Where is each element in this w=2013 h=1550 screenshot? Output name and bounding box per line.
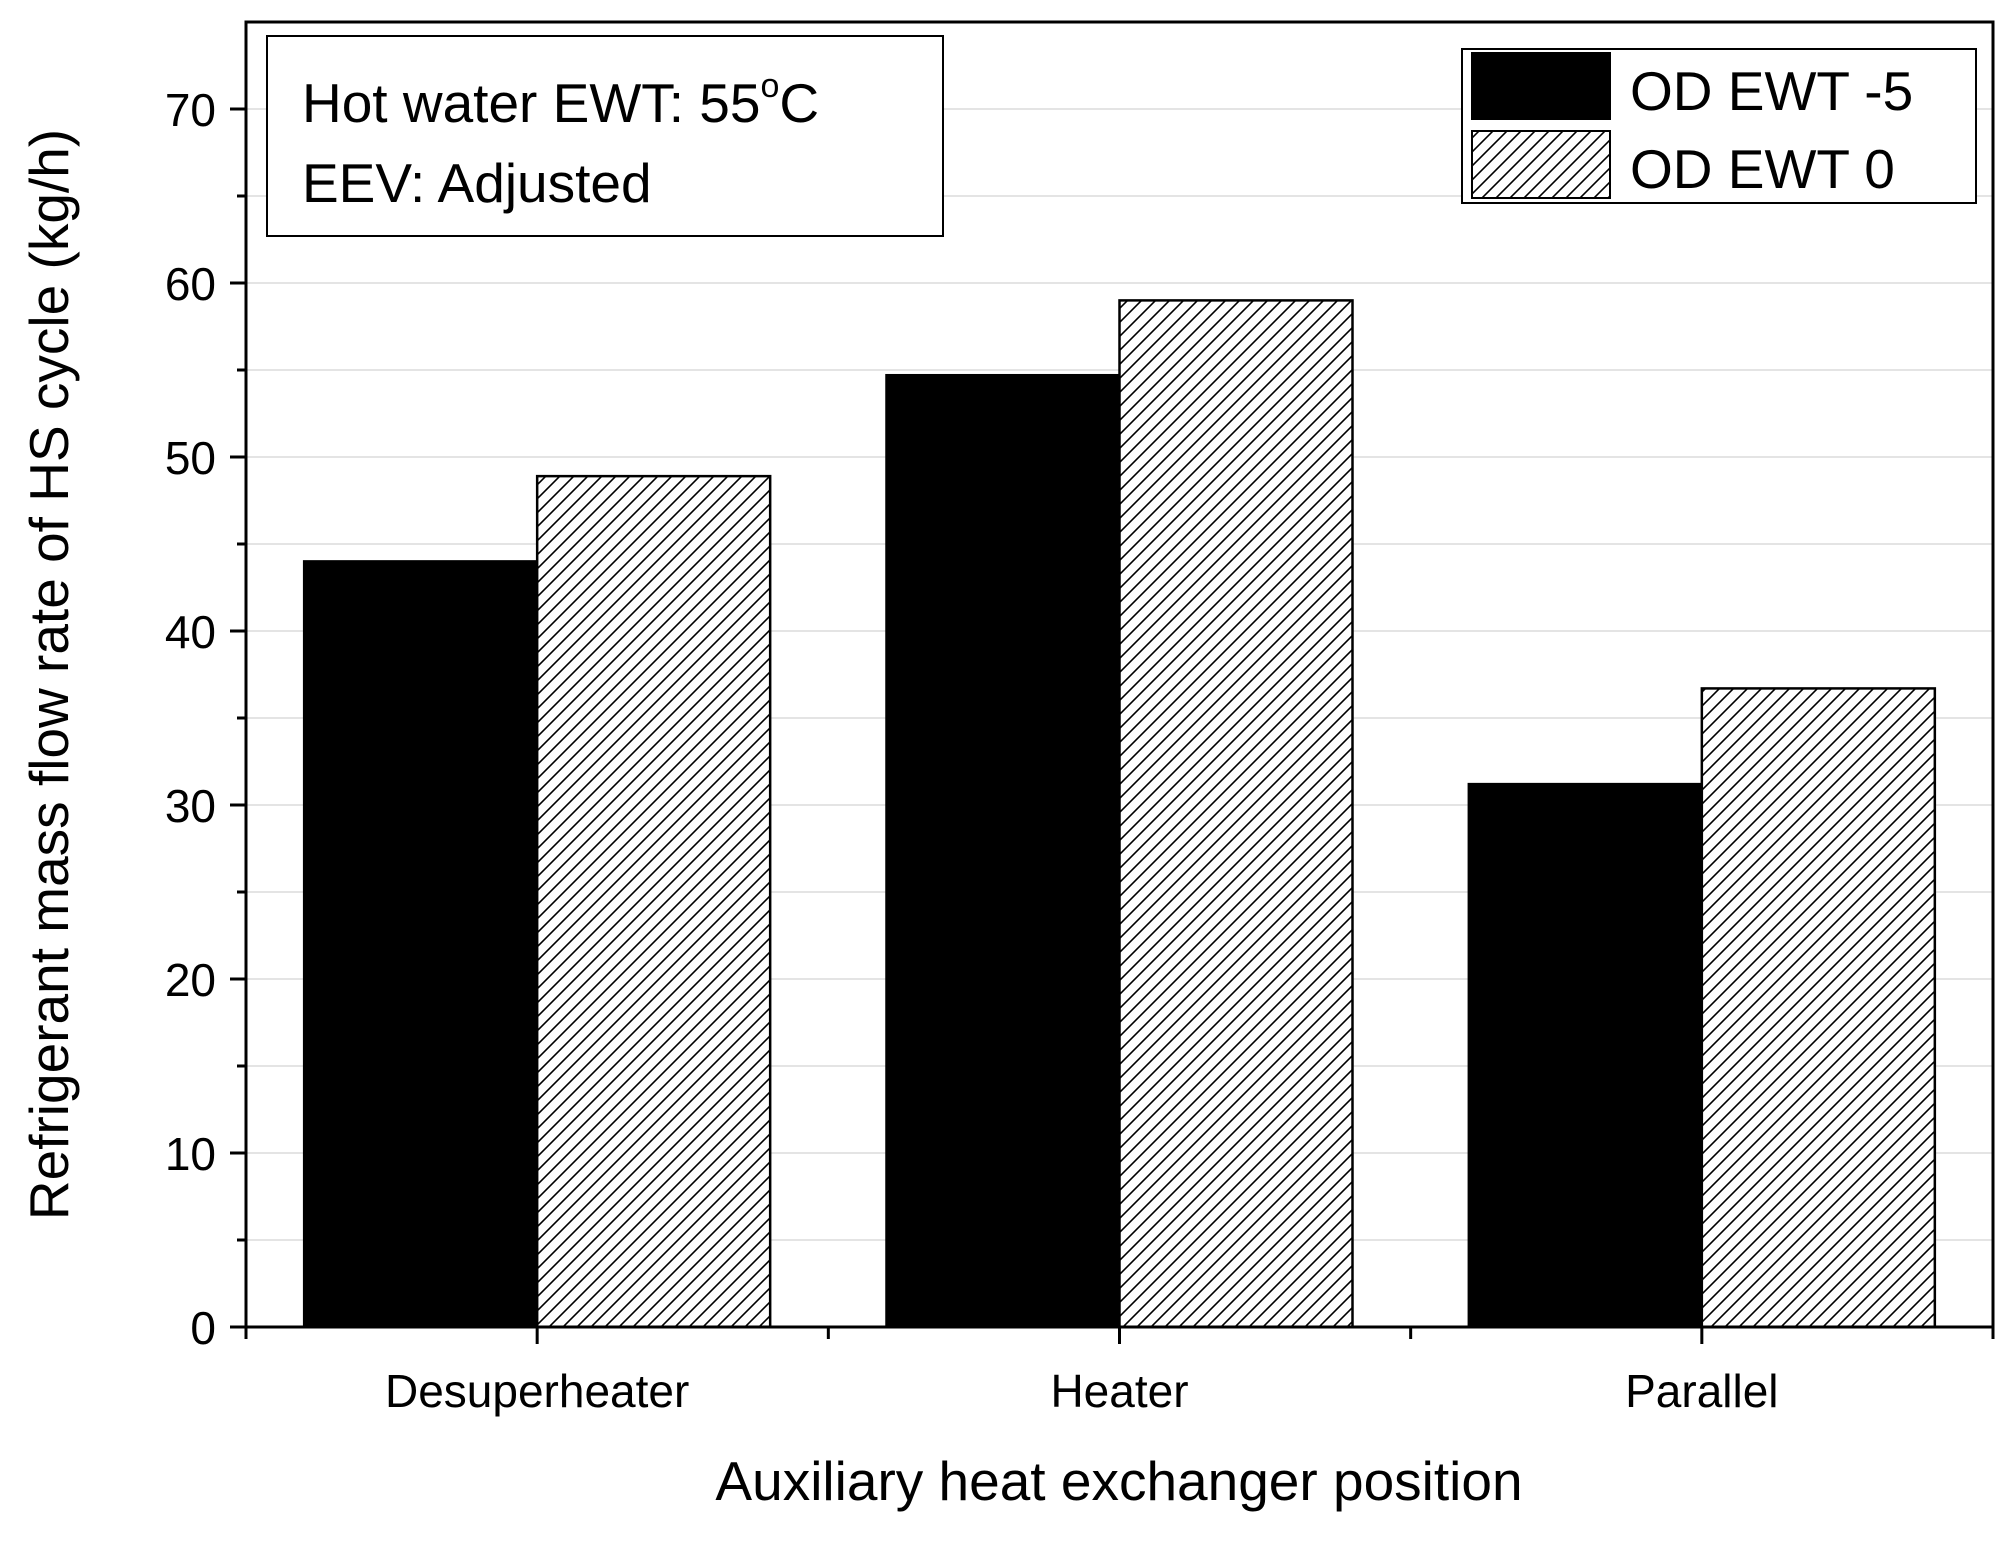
y-tick-label: 20	[165, 954, 216, 1006]
x-tick-label: Desuperheater	[385, 1365, 689, 1417]
annotation-line-1: Hot water EWT: 55oC	[302, 67, 819, 134]
x-tick-label: Heater	[1050, 1365, 1188, 1417]
bar-od-ewt-0-parallel	[1700, 687, 1937, 1329]
annotation-unit: C	[779, 72, 819, 134]
y-axis: 0 10 20 30 40 50 60 70	[165, 84, 246, 1354]
legend-label-series-1: OD EWT -5	[1630, 60, 1913, 122]
y-tick-label: 40	[165, 606, 216, 658]
x-axis-title: Auxiliary heat exchanger position	[715, 1450, 1522, 1512]
legend: OD EWT -5 OD EWT 0	[1461, 48, 1977, 204]
x-tick-label: Parallel	[1625, 1365, 1778, 1417]
y-tick-label: 50	[165, 432, 216, 484]
bars	[302, 299, 1937, 1329]
annotation-line-1-text: Hot water EWT: 55	[302, 72, 760, 134]
bar-od-ewt-0-heater	[1118, 299, 1354, 1329]
y-tick-label: 70	[165, 84, 216, 136]
y-tick-label: 30	[165, 780, 216, 832]
legend-swatch-series-2	[1471, 130, 1611, 199]
bar-od-ewt-minus5-desuperheater	[302, 560, 539, 1329]
legend-label-series-2: OD EWT 0	[1630, 138, 1895, 200]
annotation-line-2: EEV: Adjusted	[302, 152, 652, 214]
annotation-box: Hot water EWT: 55oC EEV: Adjusted	[266, 35, 944, 237]
y-axis-title: Refrigerant mass flow rate of HS cycle (…	[18, 129, 80, 1220]
y-tick-label: 10	[165, 1128, 216, 1180]
annotation-superscript: o	[760, 67, 779, 105]
y-tick-label: 0	[190, 1302, 216, 1354]
bar-od-ewt-0-desuperheater	[535, 474, 772, 1329]
x-axis: Desuperheater Heater Parallel	[244, 1327, 1995, 1417]
bar-od-ewt-minus5-heater	[885, 373, 1121, 1329]
legend-swatch-series-1	[1471, 52, 1611, 120]
bar-od-ewt-minus5-parallel	[1467, 782, 1704, 1329]
y-tick-label: 60	[165, 258, 216, 310]
